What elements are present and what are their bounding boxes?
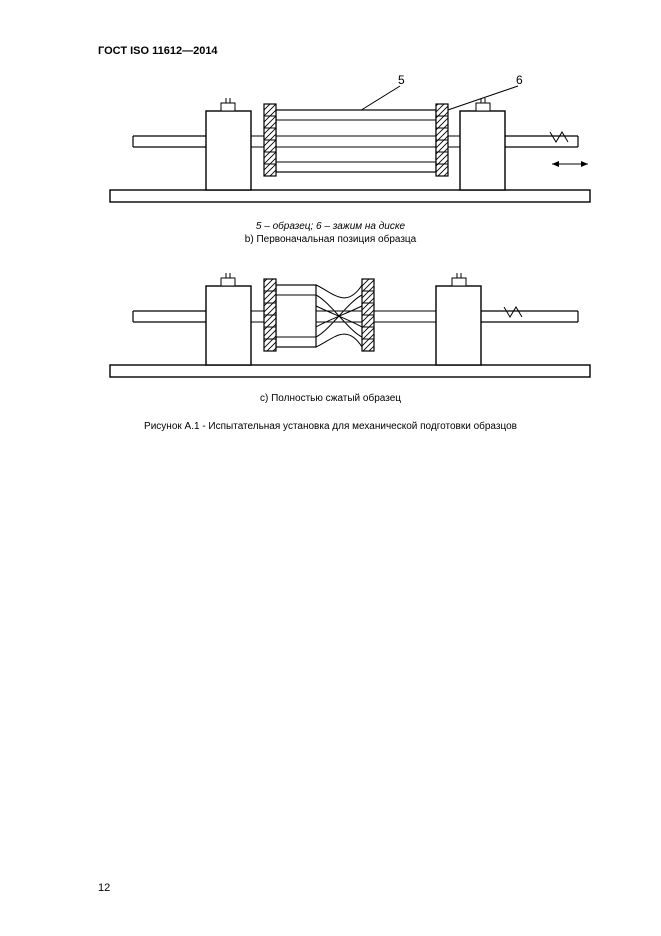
bolt-right xyxy=(452,273,466,286)
support-left xyxy=(206,286,251,365)
specimen-body xyxy=(276,110,436,172)
shaft-left xyxy=(133,136,206,147)
twisted-specimen xyxy=(316,285,362,347)
callout-6-number: 6 xyxy=(516,73,523,87)
clamp-left xyxy=(264,104,276,176)
caption-main: Рисунок А.1 - Испытательная установка дл… xyxy=(0,420,661,433)
clamp-right xyxy=(362,279,374,351)
caption-b-title: b) Первоначальная позиция образца xyxy=(245,234,416,245)
clamp-right xyxy=(436,104,448,176)
support-left xyxy=(206,111,251,190)
break-mark xyxy=(504,307,522,317)
shaft-left xyxy=(133,311,206,322)
caption-b-legend: 5 – образец; 6 – зажим на диске xyxy=(256,221,405,232)
page-number: 12 xyxy=(98,882,110,894)
specimen-left-block xyxy=(276,285,316,347)
doc-header: ГОСТ ISO 11612—2014 xyxy=(98,45,218,57)
support-right xyxy=(460,111,505,190)
support-right xyxy=(436,286,481,365)
caption-c: c) Полностью сжатый образец xyxy=(0,392,661,405)
base-plate xyxy=(110,365,590,377)
base-plate xyxy=(110,190,590,202)
bolt-left xyxy=(221,98,235,111)
figure-b: 5 6 xyxy=(98,72,598,217)
double-arrow xyxy=(552,161,588,167)
callout-5-number: 5 xyxy=(398,73,405,87)
caption-b: 5 – образец; 6 – зажим на диске b) Перво… xyxy=(0,220,661,246)
bolt-left xyxy=(221,273,235,286)
figure-c xyxy=(98,262,598,392)
break-mark xyxy=(550,132,568,142)
clamp-left xyxy=(264,279,276,351)
